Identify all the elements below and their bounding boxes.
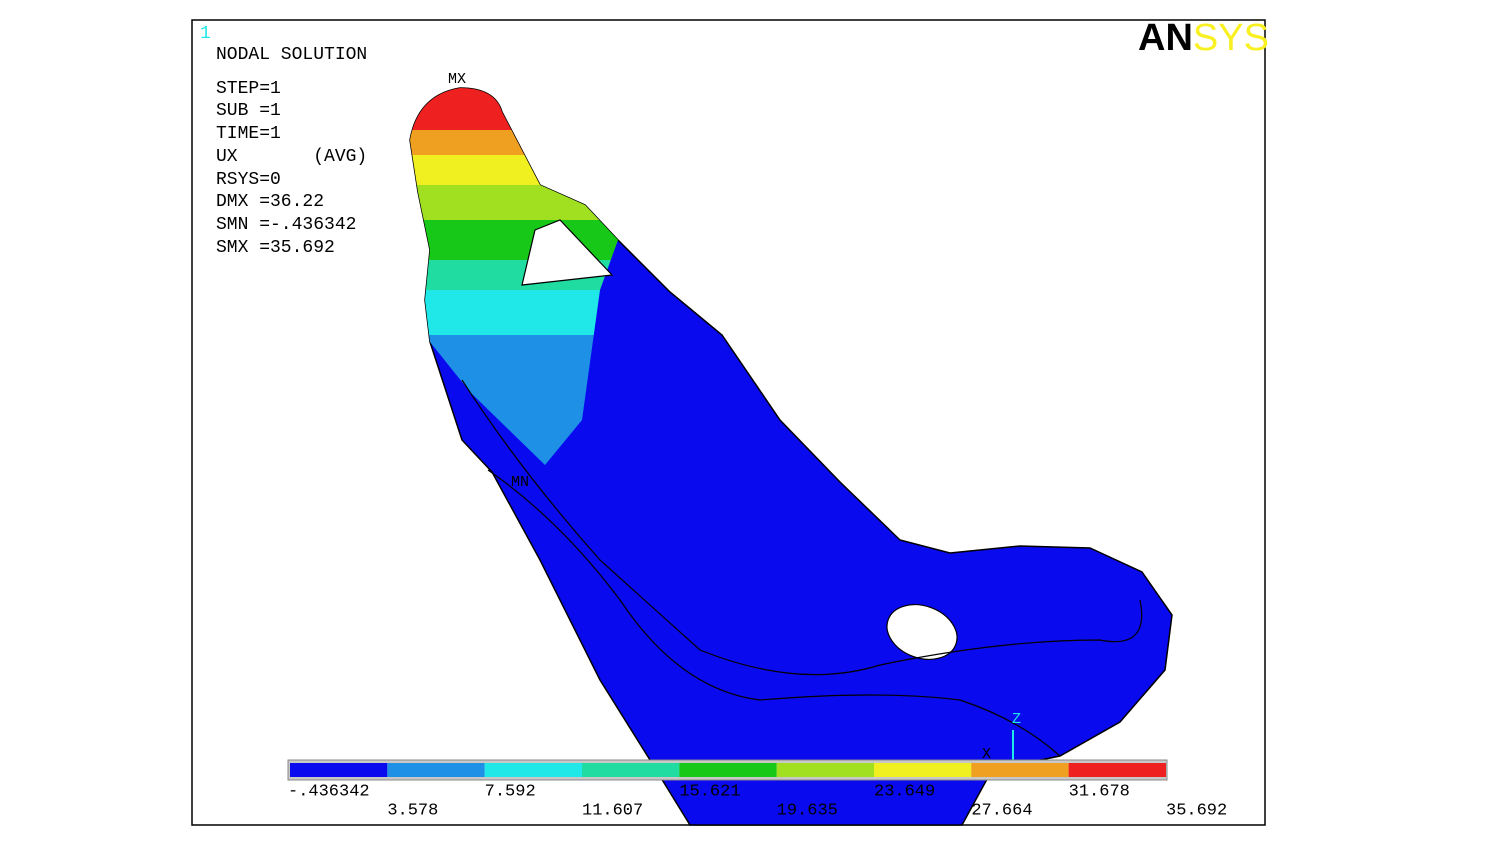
legend-label: 3.578 xyxy=(387,801,438,820)
plot-title: NODAL SOLUTION xyxy=(216,45,367,65)
info-line: RSYS=0 xyxy=(216,170,281,190)
logo: ANSYS xyxy=(1138,17,1269,59)
legend-swatch xyxy=(1068,763,1166,777)
legend-label: 7.592 xyxy=(485,782,536,801)
info-line: UX (AVG) xyxy=(216,147,367,167)
info-line: STEP=1 xyxy=(216,79,281,99)
triad-z: Z xyxy=(1012,711,1021,728)
seat-hole xyxy=(886,604,958,660)
window-number: 1 xyxy=(200,24,211,44)
info-line: DMX =36.22 xyxy=(216,192,324,212)
legend-swatch xyxy=(290,763,388,777)
triad-x: X xyxy=(982,746,991,763)
min-marker: MN xyxy=(511,474,529,491)
seat-edge-line xyxy=(487,469,1061,757)
legend-label: 19.635 xyxy=(777,801,838,820)
legend-swatch xyxy=(387,763,485,777)
legend-swatch xyxy=(484,763,582,777)
legend-swatch xyxy=(582,763,680,777)
legend-label: 27.664 xyxy=(971,801,1032,820)
seat-edge-line xyxy=(461,379,1143,676)
legend-swatch xyxy=(874,763,972,777)
info-line: SMX =35.692 xyxy=(216,238,335,258)
legend-label: 35.692 xyxy=(1166,801,1227,820)
legend-swatch xyxy=(971,763,1069,777)
legend-swatch xyxy=(679,763,777,777)
logo-right: SYS xyxy=(1193,17,1269,59)
info-line: SUB =1 xyxy=(216,101,281,121)
legend-swatch xyxy=(776,763,874,777)
headrest-hole xyxy=(521,219,614,286)
legend-label: 15.621 xyxy=(679,782,740,801)
info-line: SMN =-.436342 xyxy=(216,215,356,235)
info-line: TIME=1 xyxy=(216,124,281,144)
legend: -.436342 3.578 7.592 11.607 15.621 19.635 23.6… xyxy=(287,759,1227,820)
legend-label: -.436342 xyxy=(288,782,370,801)
logo-left: AN xyxy=(1138,17,1193,59)
legend-label: 31.678 xyxy=(1069,782,1130,801)
max-marker: MX xyxy=(448,71,466,88)
legend-label: 23.649 xyxy=(874,782,935,801)
legend-label: 11.607 xyxy=(582,801,643,820)
